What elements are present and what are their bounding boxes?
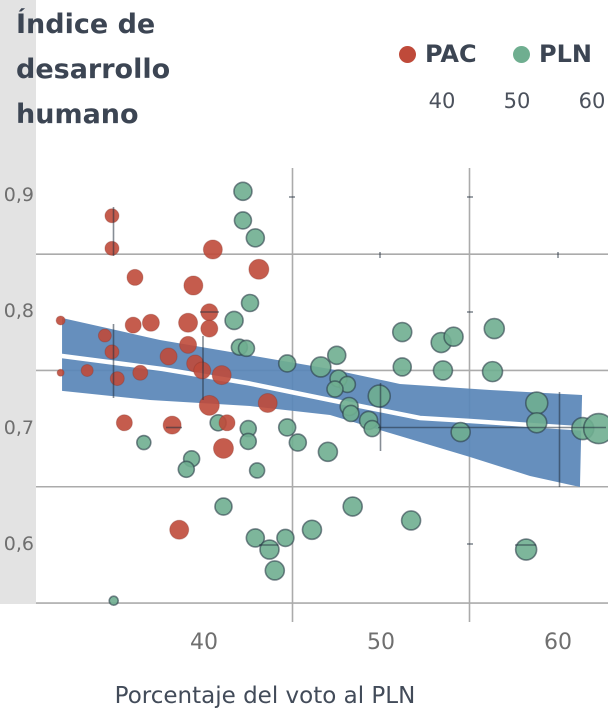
data-point-pln	[214, 497, 233, 516]
data-point-pln	[108, 595, 120, 607]
pln-legend-label: PLN	[539, 40, 592, 68]
size-legend-tick: 60	[578, 89, 606, 113]
data-point-pln	[239, 432, 258, 451]
y-axis-title: Índice de desarrollo humano	[16, 2, 216, 137]
data-point-pac	[248, 258, 270, 280]
data-point-pac	[212, 437, 234, 459]
data-point-pac	[126, 268, 144, 286]
data-point-pln	[264, 560, 286, 581]
data-point-pac	[169, 519, 190, 540]
data-point-pln	[525, 411, 548, 434]
y-tick-label: 0,7	[3, 416, 34, 439]
data-point-pln	[342, 404, 360, 423]
y-tick-label: 0,9	[3, 184, 34, 206]
data-point-pac	[218, 414, 236, 432]
data-point-pln	[483, 317, 506, 340]
data-point-pln	[514, 538, 538, 561]
data-point-pln	[237, 339, 256, 358]
data-point-pln	[524, 391, 549, 415]
data-point-pac	[178, 312, 199, 333]
legend-item-pac: PAC	[399, 40, 477, 68]
data-point-pln	[233, 211, 253, 230]
data-point-pln	[481, 360, 504, 383]
data-point-pac	[159, 347, 178, 366]
data-point-pln	[233, 181, 253, 202]
data-point-pln	[277, 354, 297, 373]
data-point-pln	[391, 321, 413, 343]
data-point-pln	[288, 433, 308, 452]
data-point-pac	[257, 393, 278, 414]
data-point-pln	[259, 539, 280, 560]
data-point-pln	[326, 345, 347, 366]
data-point-pln	[582, 412, 608, 445]
data-point-pln	[136, 434, 152, 451]
data-point-pac	[183, 275, 204, 296]
data-point-pac	[179, 335, 198, 354]
data-point-pac	[202, 239, 223, 260]
data-point-pac	[198, 394, 220, 416]
legend-item-pln: PLN	[513, 40, 592, 68]
data-point-pac	[80, 363, 94, 377]
data-point-pac	[141, 313, 160, 332]
y-axis-title-line: humano	[16, 99, 139, 130]
data-point-pln	[276, 528, 295, 548]
data-point-pac	[109, 371, 125, 387]
data-point-pac	[55, 315, 66, 326]
data-point-pln	[245, 528, 266, 548]
data-point-pln	[277, 418, 297, 437]
data-point-pac	[56, 368, 65, 377]
data-point-pln	[450, 421, 471, 443]
data-point-pln	[443, 326, 464, 348]
y-axis-title-line: Índice de	[16, 9, 156, 40]
data-point-pac	[104, 344, 120, 360]
confidence-ribbon	[62, 317, 583, 487]
pln-legend-swatch	[513, 45, 530, 63]
data-point-pln	[432, 360, 454, 381]
data-point-pln	[367, 384, 392, 408]
data-point-pln	[317, 441, 339, 463]
data-point-pln	[224, 310, 244, 331]
x-tick-label: 50	[367, 630, 395, 655]
data-point-pac	[200, 319, 219, 338]
data-point-pln	[177, 460, 196, 479]
data-point-pln	[342, 496, 363, 517]
data-point-pln	[400, 510, 422, 531]
y-tick-label: 0,8	[3, 300, 34, 323]
y-axis-title-line: desarrollo	[16, 54, 171, 85]
x-tick-label: 40	[190, 630, 218, 655]
data-point-pac	[115, 414, 133, 432]
data-point-pln	[326, 380, 344, 398]
data-point-pac	[132, 364, 149, 381]
size-legend-tick: 40	[428, 89, 456, 113]
data-point-pac	[124, 316, 142, 334]
data-point-pln	[301, 519, 323, 541]
data-point-pac	[162, 415, 182, 435]
data-point-pln	[240, 293, 260, 313]
data-point-pln	[363, 419, 381, 438]
pac-legend-label: PAC	[425, 40, 477, 68]
pac-legend-swatch	[399, 45, 416, 63]
data-point-pac	[211, 365, 232, 386]
data-point-pln	[248, 462, 266, 479]
data-point-pac	[97, 328, 112, 343]
data-point-pln	[245, 228, 266, 248]
x-tick-label: 60	[544, 630, 572, 655]
data-point-pln	[310, 356, 332, 378]
data-point-pln	[392, 357, 413, 377]
x-axis-title: Porcentaje del voto al PLN	[114, 683, 416, 709]
data-point-pac	[104, 208, 120, 224]
y-tick-label: 0,6	[3, 532, 34, 555]
y-axis-band	[0, 0, 36, 604]
size-legend-tick: 50	[503, 89, 531, 113]
data-point-pac	[104, 240, 120, 256]
